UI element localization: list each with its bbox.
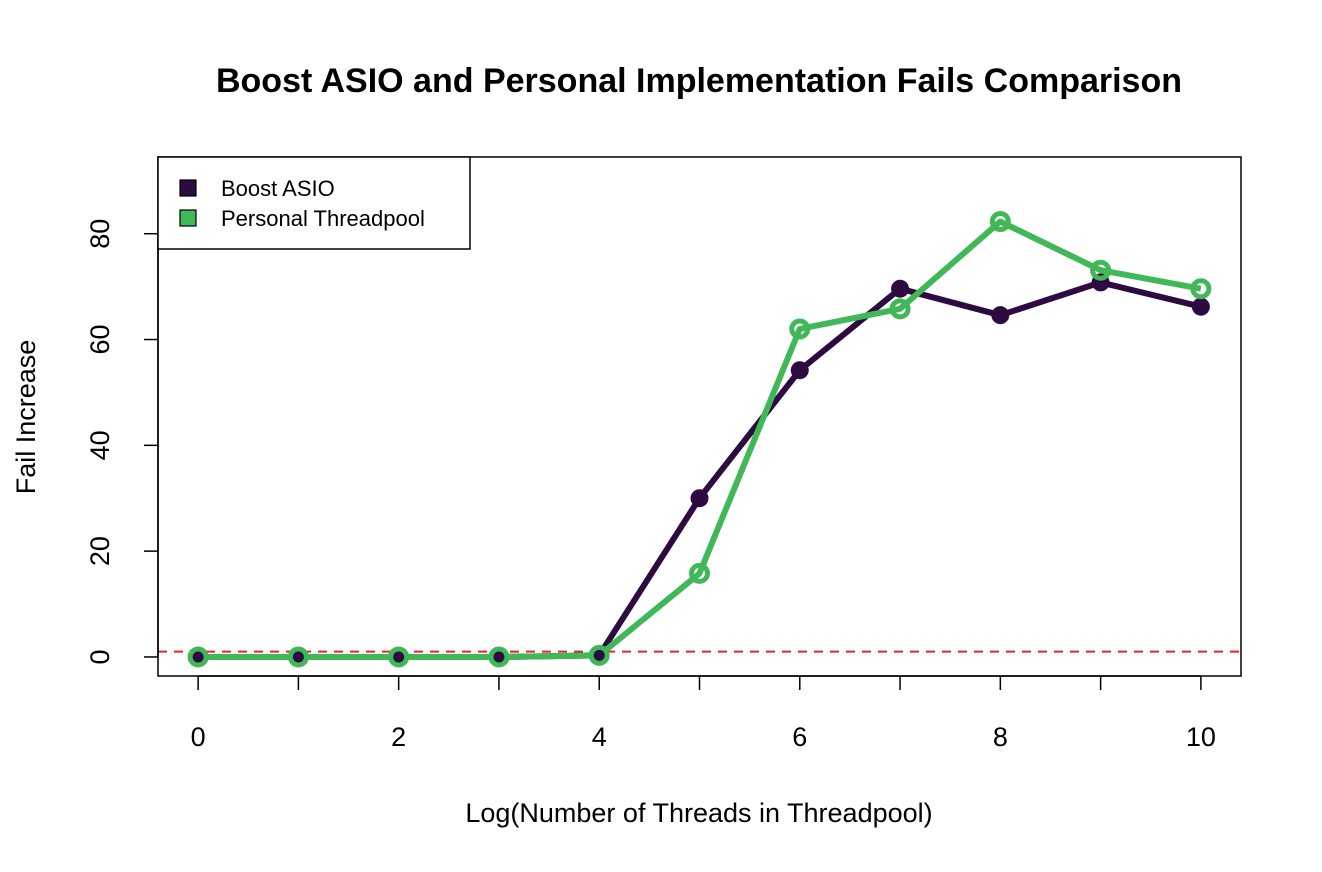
data-point-0-6 xyxy=(790,361,809,380)
data-point-1-8 xyxy=(989,211,1011,233)
data-point-1-1 xyxy=(287,646,309,668)
data-point-1-2 xyxy=(388,646,410,668)
legend-swatch xyxy=(179,209,197,227)
data-point-1-6 xyxy=(789,318,811,340)
series-line-1 xyxy=(198,218,1202,660)
x-tick-label: 6 xyxy=(792,722,807,752)
x-tick-label: 0 xyxy=(191,722,206,752)
data-point-1-4 xyxy=(588,644,610,666)
data-point-1-10 xyxy=(1190,278,1212,300)
data-point-1-3 xyxy=(488,646,510,668)
series-line-0 xyxy=(198,279,1202,660)
axes: 0 2 4 6 8 10 0 20 40 60 80 xyxy=(85,219,1216,752)
legend-label: Personal Threadpool xyxy=(221,206,425,231)
x-tick-label: 10 xyxy=(1186,722,1216,752)
y-axis-label: Fail Increase xyxy=(11,340,41,495)
x-tick-label: 2 xyxy=(391,722,406,752)
data-point-0-7 xyxy=(891,279,910,298)
data-point-0-8 xyxy=(991,306,1010,325)
x-axis-label: Log(Number of Threads in Threadpool) xyxy=(465,798,932,828)
y-tick-label: 0 xyxy=(85,649,115,664)
data-point-1-0 xyxy=(187,646,209,668)
legend: Boost ASIO Personal Threadpool xyxy=(157,156,471,250)
plot-area xyxy=(158,211,1241,668)
data-point-1-5 xyxy=(689,562,710,584)
data-point-1-9 xyxy=(1090,259,1112,281)
y-tick-label: 60 xyxy=(85,324,115,354)
legend-label: Boost ASIO xyxy=(221,176,335,201)
data-point-0-10 xyxy=(1191,297,1210,316)
x-tick-label: 4 xyxy=(592,722,607,752)
data-point-0-5 xyxy=(690,489,709,508)
legend-swatch xyxy=(179,179,197,197)
data-point-1-7 xyxy=(889,298,911,320)
y-tick-label: 80 xyxy=(85,219,115,249)
y-tick-label: 40 xyxy=(85,430,115,460)
x-tick-label: 8 xyxy=(993,722,1008,752)
legend-box xyxy=(157,156,471,250)
chart-title: Boost ASIO and Personal Implementation F… xyxy=(216,62,1182,100)
y-tick-label: 20 xyxy=(85,536,115,566)
